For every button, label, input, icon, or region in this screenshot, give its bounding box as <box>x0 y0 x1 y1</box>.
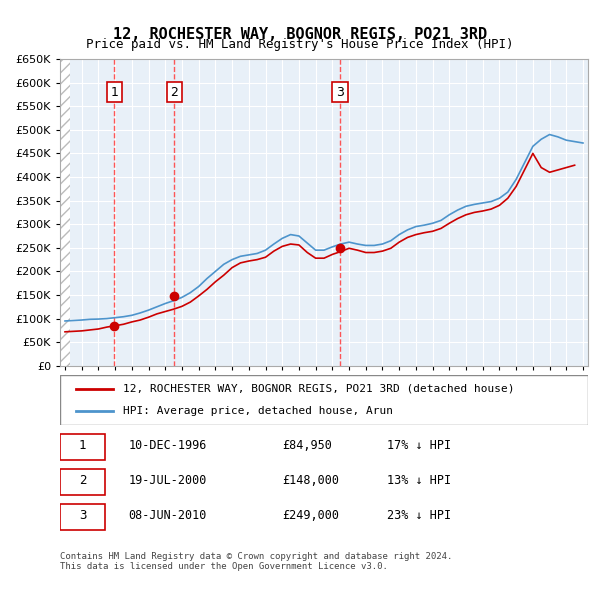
Text: HPI: Average price, detached house, Arun: HPI: Average price, detached house, Arun <box>124 406 394 416</box>
Text: 10-DEC-1996: 10-DEC-1996 <box>128 439 207 453</box>
Text: 17% ↓ HPI: 17% ↓ HPI <box>388 439 451 453</box>
Text: 12, ROCHESTER WAY, BOGNOR REGIS, PO21 3RD: 12, ROCHESTER WAY, BOGNOR REGIS, PO21 3R… <box>113 27 487 41</box>
FancyBboxPatch shape <box>60 504 105 530</box>
Text: £148,000: £148,000 <box>282 474 339 487</box>
Text: Price paid vs. HM Land Registry's House Price Index (HPI): Price paid vs. HM Land Registry's House … <box>86 38 514 51</box>
Text: 13% ↓ HPI: 13% ↓ HPI <box>388 474 451 487</box>
Text: 3: 3 <box>79 509 86 523</box>
Text: £84,950: £84,950 <box>282 439 332 453</box>
Bar <box>60 59 70 366</box>
Text: This data is licensed under the Open Government Licence v3.0.: This data is licensed under the Open Gov… <box>60 562 388 571</box>
Text: 3: 3 <box>336 86 344 99</box>
Text: 2: 2 <box>170 86 178 99</box>
Text: 2: 2 <box>79 474 86 487</box>
Text: 1: 1 <box>110 86 118 99</box>
FancyBboxPatch shape <box>60 469 105 495</box>
Text: 1: 1 <box>79 439 86 453</box>
FancyBboxPatch shape <box>60 434 105 460</box>
Text: £249,000: £249,000 <box>282 509 339 523</box>
Text: 23% ↓ HPI: 23% ↓ HPI <box>388 509 451 523</box>
Bar <box>56 59 107 366</box>
Text: 08-JUN-2010: 08-JUN-2010 <box>128 509 207 523</box>
Text: 19-JUL-2000: 19-JUL-2000 <box>128 474 207 487</box>
Text: Contains HM Land Registry data © Crown copyright and database right 2024.: Contains HM Land Registry data © Crown c… <box>60 552 452 560</box>
Text: 12, ROCHESTER WAY, BOGNOR REGIS, PO21 3RD (detached house): 12, ROCHESTER WAY, BOGNOR REGIS, PO21 3R… <box>124 384 515 394</box>
FancyBboxPatch shape <box>60 375 588 425</box>
